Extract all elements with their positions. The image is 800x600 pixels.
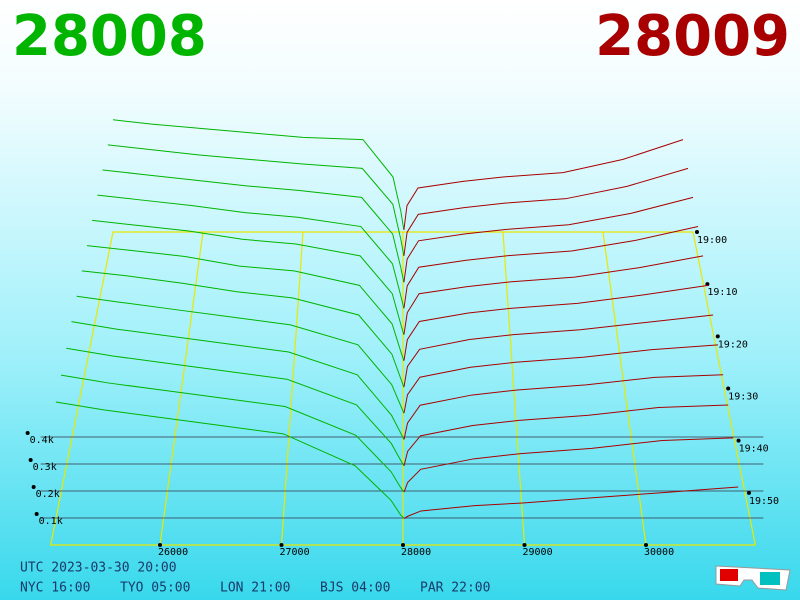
ask-price: 28009 bbox=[595, 4, 790, 69]
z-tick-label: 19:30 bbox=[728, 392, 758, 403]
bid-depth-line bbox=[112, 119, 405, 230]
bid-depth-line bbox=[102, 169, 405, 283]
bid-price: 28008 bbox=[12, 4, 207, 69]
bid-depth-line bbox=[55, 401, 405, 519]
bid-depth-line bbox=[66, 347, 405, 466]
ask-depth-line bbox=[403, 486, 739, 519]
ask-depth-line bbox=[403, 374, 724, 440]
z-tick-label: 19:40 bbox=[739, 444, 769, 455]
y-tick-label: 0.4k bbox=[30, 435, 54, 446]
z-tick-label: 19:50 bbox=[749, 496, 779, 507]
ask-depth-line bbox=[403, 255, 704, 335]
y-tick-label: 0.2k bbox=[36, 489, 60, 500]
ask-depth-line bbox=[403, 226, 699, 309]
ask-depth-line bbox=[403, 314, 714, 387]
z-tick-dot bbox=[746, 490, 751, 495]
x-grid-line bbox=[502, 231, 526, 546]
ask-depth-line bbox=[403, 344, 719, 414]
x-tick-label: 30000 bbox=[644, 547, 674, 558]
x-tick-dot bbox=[279, 543, 284, 547]
bid-depth-line bbox=[107, 144, 405, 256]
x-tick-label: 27000 bbox=[280, 547, 310, 558]
plot: 26000 27000 28000 29000 30000 0.1k 0.2k 0.3k 0.4… bbox=[25, 119, 779, 558]
y-tick-label: 0.1k bbox=[39, 516, 63, 527]
x-tick-dot bbox=[158, 543, 162, 547]
ask-depth-line bbox=[403, 139, 684, 230]
ask-depth-line bbox=[403, 196, 694, 283]
z-tick-dot bbox=[715, 334, 720, 339]
bid-depth-line bbox=[60, 374, 405, 493]
ask-depth-line bbox=[403, 167, 689, 256]
y-tick-label: 0.3k bbox=[33, 462, 57, 473]
utc-time: UTC 2023-03-30 20:00 bbox=[20, 561, 177, 576]
x-tick-label: 29000 bbox=[523, 547, 553, 558]
x-grid-line bbox=[280, 231, 304, 546]
z-tick-dot bbox=[726, 386, 731, 391]
z-tick-dot bbox=[736, 438, 741, 443]
x-tick-label: 28000 bbox=[401, 547, 431, 558]
z-tick-label: 19:20 bbox=[718, 339, 748, 350]
x-grid-line bbox=[602, 231, 647, 546]
bid-depth-line bbox=[92, 219, 405, 336]
x-tick-dot bbox=[522, 543, 527, 547]
bid-depth-line bbox=[81, 270, 405, 388]
glasses-icon bbox=[715, 565, 791, 591]
y-tick-dot bbox=[34, 512, 39, 516]
ask-depth-line bbox=[403, 284, 709, 361]
bid-depth-line bbox=[97, 194, 405, 309]
x-tick-dot bbox=[644, 543, 648, 547]
bid-depth-line bbox=[76, 295, 405, 414]
city-clock: PAR 22:00 bbox=[420, 581, 490, 596]
y-tick-dot bbox=[25, 431, 30, 435]
city-clock: TYO 05:00 bbox=[120, 581, 190, 596]
z-tick-label: 19:10 bbox=[707, 287, 737, 298]
x-tick-label: 26000 bbox=[158, 547, 188, 558]
bid-depth-line bbox=[86, 245, 405, 362]
city-clock: NYC 16:00 bbox=[20, 581, 90, 596]
z-tick-dot bbox=[695, 230, 699, 234]
bid-depth-line bbox=[71, 321, 405, 440]
y-tick-dot bbox=[31, 485, 36, 489]
x-tick-dot bbox=[401, 543, 405, 547]
floor-frame bbox=[49, 231, 757, 546]
x-grid-line bbox=[159, 231, 204, 546]
ask-depth-line bbox=[403, 404, 729, 466]
y-tick-dot bbox=[28, 458, 33, 462]
z-tick-label: 19:00 bbox=[697, 235, 727, 246]
city-clock: LON 21:00 bbox=[220, 581, 290, 596]
city-clock: BJS 04:00 bbox=[320, 581, 390, 596]
ask-depth-line bbox=[403, 437, 734, 493]
